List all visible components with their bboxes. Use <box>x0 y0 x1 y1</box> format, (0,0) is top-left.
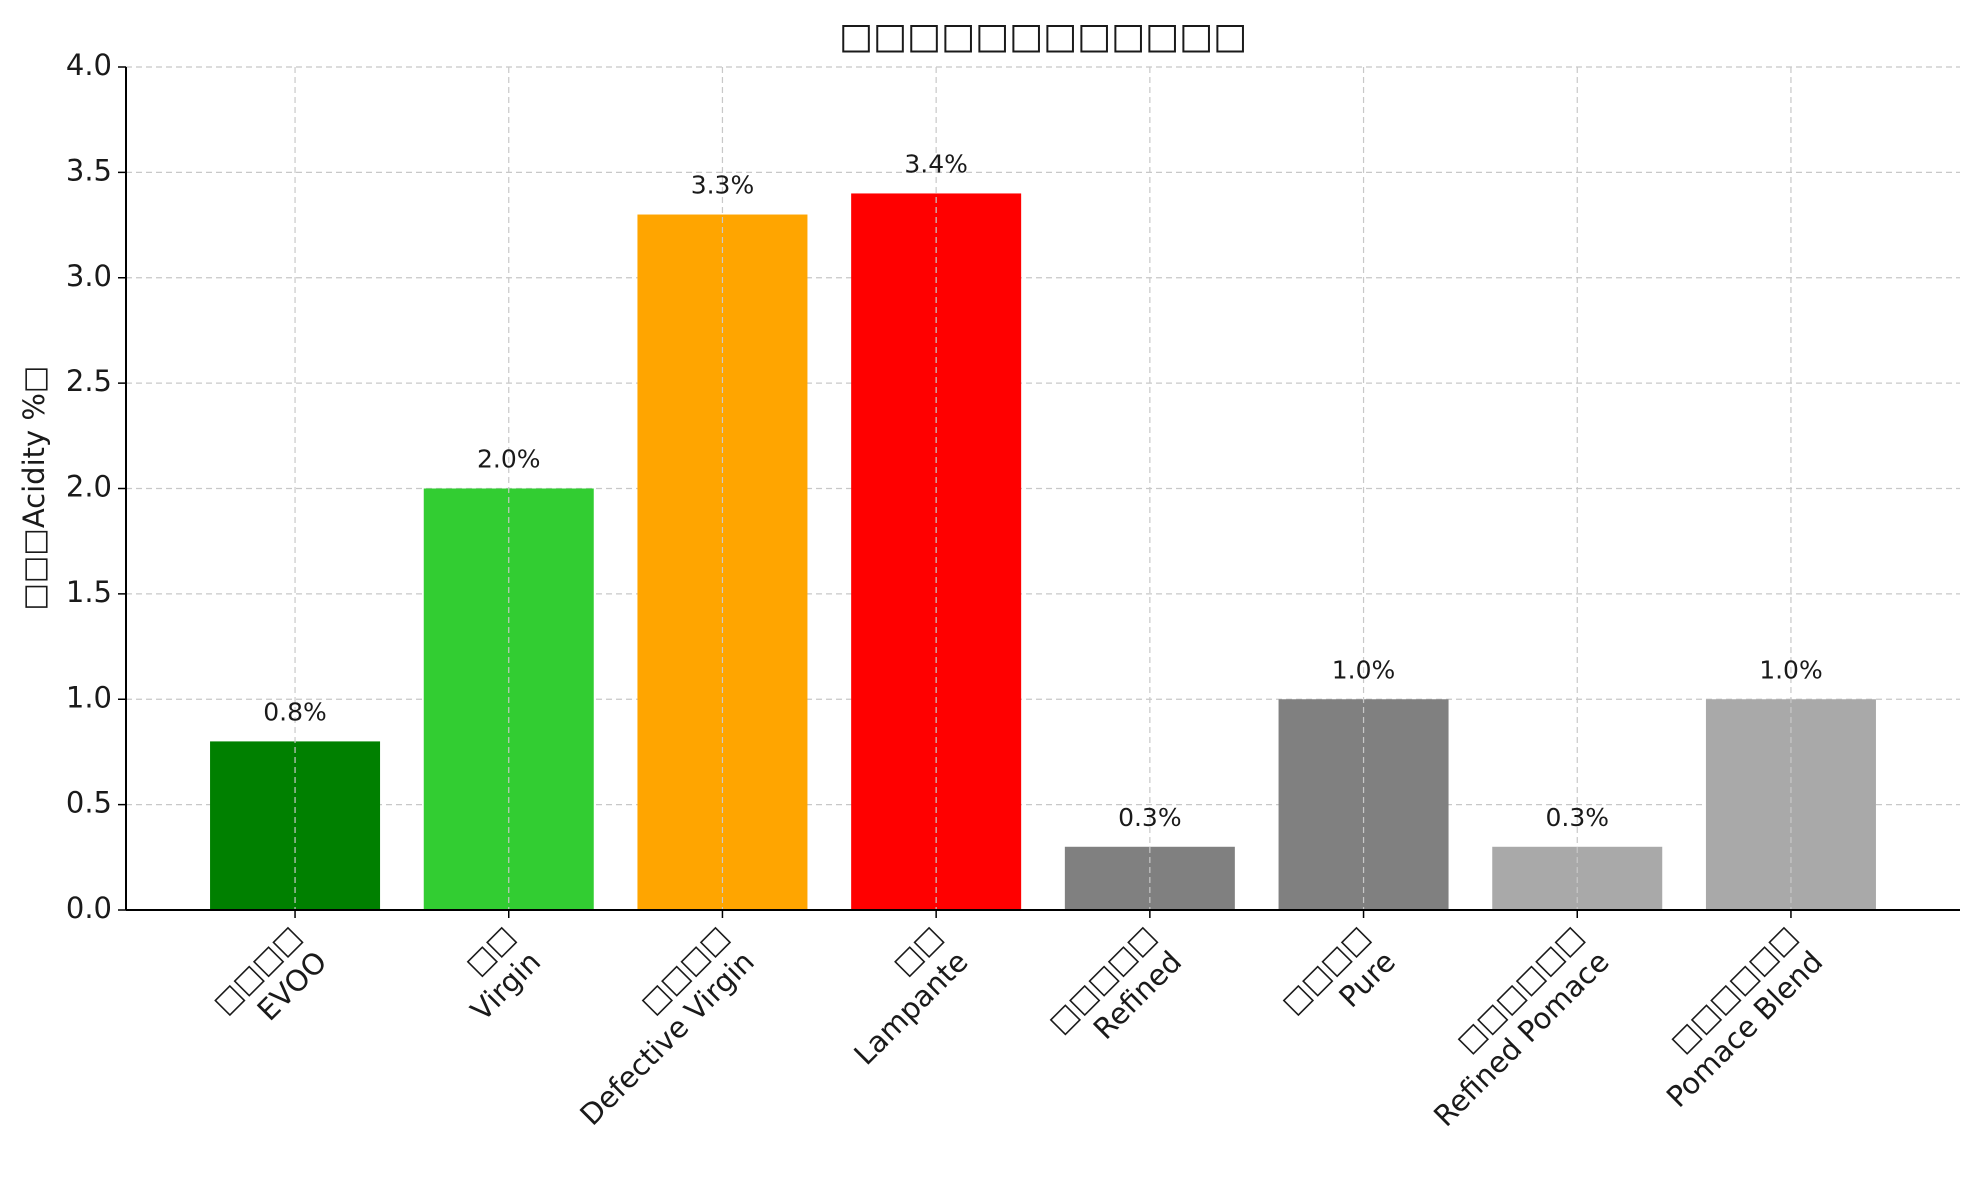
value-label: 1.0% <box>1332 655 1396 684</box>
x-tick-label: □□□□EVOO <box>206 919 333 1046</box>
bar <box>1705 699 1876 910</box>
value-label: 1.0% <box>1759 655 1823 684</box>
y-axis-label: □□□Acidity %□ <box>17 366 51 611</box>
y-tick-label: 4.0 <box>66 48 112 82</box>
value-label: 0.3% <box>1118 803 1182 832</box>
y-tick-label: 0.5 <box>66 786 112 820</box>
x-tick-label: □□Lampante <box>822 919 975 1072</box>
y-tick-label: 2.0 <box>66 470 112 504</box>
bar <box>1278 699 1449 910</box>
value-label: 0.8% <box>263 697 327 726</box>
x-tick-label: □□□□□□Refined Pomace <box>1402 919 1616 1133</box>
y-tick-label: 3.5 <box>66 153 112 187</box>
x-tick-label: □□□□□□Pomace Blend <box>1634 919 1829 1114</box>
value-label: 3.3% <box>691 171 755 200</box>
x-tick-label: □□□□□Refined <box>1042 919 1188 1065</box>
x-tick-label: □□□□Defective Virgin <box>548 919 761 1132</box>
x-tick-label: □□Virgin <box>439 919 548 1028</box>
chart-title: □□□□□□□□□□□□ <box>839 16 1247 57</box>
value-label: 2.0% <box>477 445 541 474</box>
y-tick-label: 0.0 <box>66 891 112 925</box>
y-tick-label: 1.5 <box>66 575 112 609</box>
value-label: 0.3% <box>1545 803 1609 832</box>
value-label: 3.4% <box>904 149 968 178</box>
y-tick-label: 1.0 <box>66 680 112 714</box>
bar <box>210 741 381 910</box>
y-tick-label: 3.0 <box>66 259 112 293</box>
x-tick-label: □□□□Pure <box>1275 919 1402 1046</box>
y-tick-label: 2.5 <box>66 364 112 398</box>
